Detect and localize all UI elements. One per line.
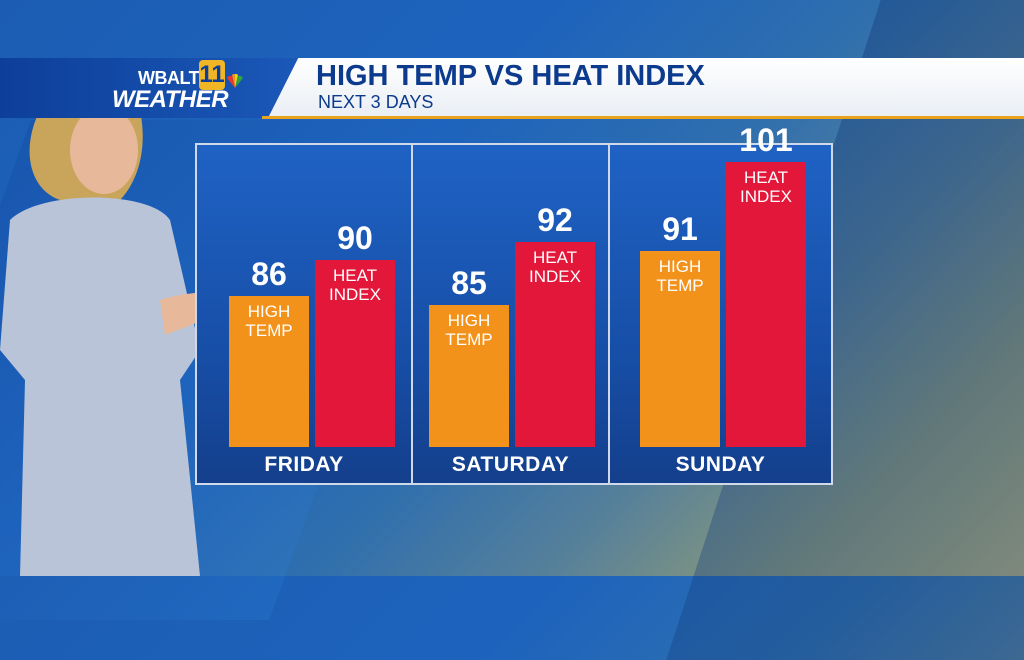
- logo-station-text: WBALTV: [138, 68, 211, 88]
- chart-title: HIGH TEMP VS HEAT INDEX: [316, 60, 705, 92]
- bar-high-temp-saturday: [429, 304, 509, 447]
- day-label-saturday: SATURDAY: [451, 453, 570, 476]
- bar-series-label: HEAT INDEX: [329, 266, 381, 305]
- chart-panel: HIGH TEMP 86 HIGH TEMP 85 HIGH TEMP 91 HEAT IN…: [195, 122, 833, 485]
- bar-value-label: 85: [451, 264, 487, 301]
- bar-high-temp-friday: [229, 295, 309, 447]
- day-divider: [411, 145, 413, 483]
- header-bar: WBALTV 11 WEATHER HIGH TEMP VS HEAT INDE…: [0, 58, 1024, 119]
- bar-high-temp-sunday: [640, 251, 720, 447]
- bar-value-label: 86: [251, 255, 287, 292]
- chart-subtitle: NEXT 3 DAYS: [318, 92, 434, 112]
- logo-weather-text: WEATHER: [112, 86, 229, 113]
- bar-value-label: 101: [739, 122, 793, 159]
- bar-series-label: HIGH TEMP: [245, 301, 293, 340]
- bar-value-label: 91: [662, 211, 698, 248]
- bar-series-label: HIGH TEMP: [656, 257, 704, 296]
- bar-heat-index-friday: [315, 260, 395, 447]
- title-banner: [268, 58, 1024, 118]
- bar-series-label: HEAT INDEX: [740, 168, 792, 207]
- bar-value-label: 90: [337, 220, 373, 257]
- bar-series-label: HEAT INDEX: [529, 248, 581, 287]
- peacock-icon: [227, 74, 243, 88]
- bar-value-label: 92: [537, 202, 573, 239]
- logo-channel-number: 11: [199, 60, 225, 90]
- title-underline: [262, 116, 1024, 119]
- day-divider: [608, 145, 610, 483]
- bar-heat-index-saturday: [515, 242, 595, 447]
- station-logo: WBALTV 11 WEATHER: [0, 58, 300, 118]
- day-label-sunday: SUNDAY: [675, 453, 766, 476]
- day-label-friday: FRIDAY: [264, 453, 344, 476]
- bar-heat-index-sunday: [726, 162, 806, 447]
- bar-series-label: HIGH TEMP: [445, 310, 493, 349]
